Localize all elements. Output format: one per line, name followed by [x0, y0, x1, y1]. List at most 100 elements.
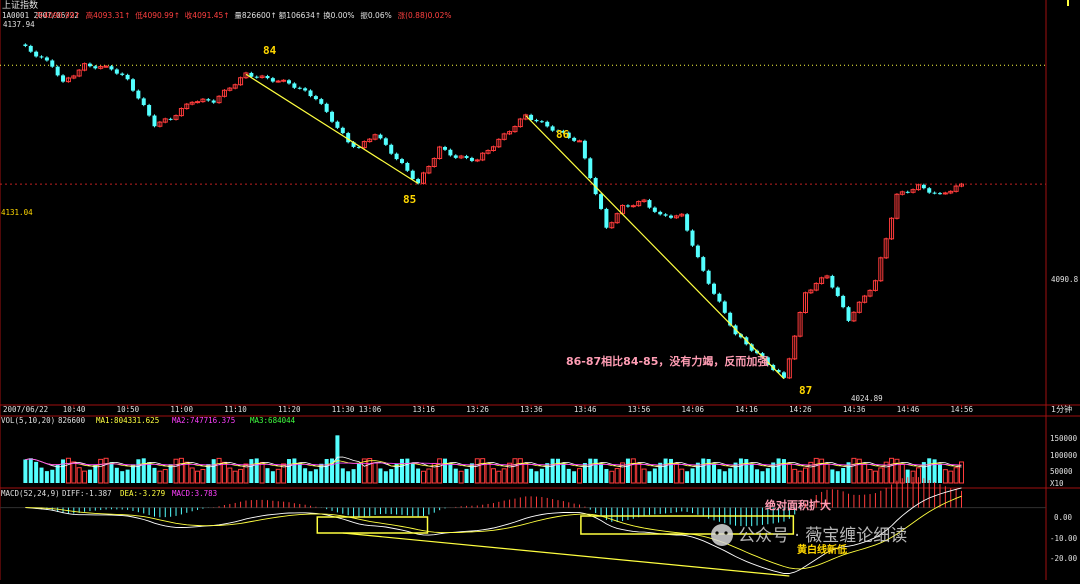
macd-series — [0, 476, 1046, 577]
candle-down — [690, 230, 695, 246]
candle-up — [367, 138, 373, 143]
vol-axis-unit: X10 — [1050, 479, 1064, 488]
volume-bar — [426, 468, 432, 484]
candle-down — [125, 74, 130, 80]
candle-down — [625, 205, 630, 207]
volume-bar — [125, 469, 130, 483]
candle-down — [287, 80, 291, 84]
volume-bar — [120, 471, 125, 483]
candle-up — [959, 183, 964, 187]
volume-bar — [706, 458, 711, 483]
volume-bar — [781, 459, 786, 483]
candle-up — [227, 87, 233, 91]
volume-bar — [658, 462, 663, 483]
time-label-11: 13:56 — [628, 405, 651, 414]
volume-bar — [792, 468, 798, 484]
candle-up — [819, 277, 825, 284]
volume-bar — [523, 462, 529, 484]
volume-bar — [872, 470, 878, 484]
macd-dea-line — [25, 495, 962, 570]
volume-bar — [797, 470, 803, 484]
stroke-line-1 — [525, 115, 785, 380]
candle-up — [221, 89, 227, 97]
volume-bar — [517, 458, 523, 484]
volume-bar — [114, 467, 119, 483]
candle-up — [98, 66, 104, 69]
volume-bar — [324, 458, 329, 483]
volume-bar — [232, 470, 238, 484]
volume-bar — [512, 458, 518, 484]
volume-bar — [109, 462, 114, 483]
volume-bar — [771, 462, 776, 483]
volume-bar — [883, 461, 889, 484]
volume-bar — [184, 461, 190, 484]
candle-down — [588, 158, 593, 179]
period-label: 1分钟 — [1051, 404, 1072, 414]
volume-bar — [23, 459, 28, 483]
point-label-86: 86 — [556, 128, 570, 141]
candle-down — [23, 44, 28, 46]
candle-up — [894, 193, 900, 219]
volume-bar — [760, 471, 765, 483]
candle-up — [178, 108, 184, 117]
quote-field-0: 开4090.99↑ — [36, 11, 81, 20]
volume-bar — [776, 458, 781, 483]
time-label-5: 11:30 — [332, 405, 355, 414]
candle-down — [706, 270, 711, 284]
macd-area-box-2 — [580, 515, 795, 535]
candle-down — [905, 191, 910, 193]
candle-down — [44, 57, 49, 61]
point-label-87: 87 — [799, 384, 812, 397]
volume-bar — [717, 469, 722, 483]
volume-bar — [243, 463, 249, 484]
volume-bar — [630, 458, 636, 484]
macd-area-box-1 — [316, 516, 429, 534]
volume-bar — [496, 470, 502, 484]
candle-up — [76, 69, 82, 77]
candle-down — [410, 170, 415, 180]
candle-down — [529, 114, 534, 120]
candle-up — [216, 95, 222, 104]
volume-bar — [856, 458, 862, 484]
candle-down — [39, 56, 44, 58]
candle-up — [162, 118, 168, 123]
low-price-label: 4024.89 — [851, 394, 883, 403]
candle-up — [517, 118, 523, 128]
volume-bar — [383, 471, 388, 483]
candle-up — [173, 115, 179, 120]
volume-bar — [862, 463, 868, 484]
candle-down — [147, 105, 152, 116]
volume-bar — [50, 469, 55, 483]
candle-up — [915, 184, 921, 191]
volume-bar — [93, 464, 98, 483]
candle-up — [361, 141, 367, 149]
candle-up — [437, 146, 443, 159]
volume-bar — [28, 458, 33, 483]
volume-bar — [448, 462, 453, 483]
vol-ma3: MA3:684044 — [250, 416, 296, 425]
volume-bar — [485, 462, 491, 484]
volume-bars — [23, 435, 964, 484]
candle-down — [141, 98, 146, 106]
volume-bar — [927, 458, 932, 483]
vol-ma2: MA2:747716.375 — [172, 416, 235, 425]
comparison-note: 86-87相比84-85，没有力竭，反而加强 — [566, 354, 768, 368]
volume-bar — [636, 463, 642, 484]
candle-down — [760, 353, 765, 358]
volume-bar — [577, 468, 583, 484]
quote-field-4: 量826600↑ — [234, 11, 276, 20]
candle-up — [636, 201, 642, 207]
volume-bar — [480, 458, 486, 484]
candle-down — [346, 133, 351, 143]
volume-bar — [539, 468, 544, 483]
candle-down — [335, 121, 340, 128]
volume-bar — [712, 463, 717, 483]
vol-axis-100000: 100000 — [1050, 451, 1078, 460]
volume-bar — [588, 458, 593, 483]
candle-down — [109, 66, 114, 70]
candle-up — [372, 134, 378, 140]
volume-bar — [819, 458, 825, 484]
watermark-text: 公众号 · 薇宝缠论细读 — [738, 526, 907, 546]
volume-bar — [313, 469, 318, 483]
